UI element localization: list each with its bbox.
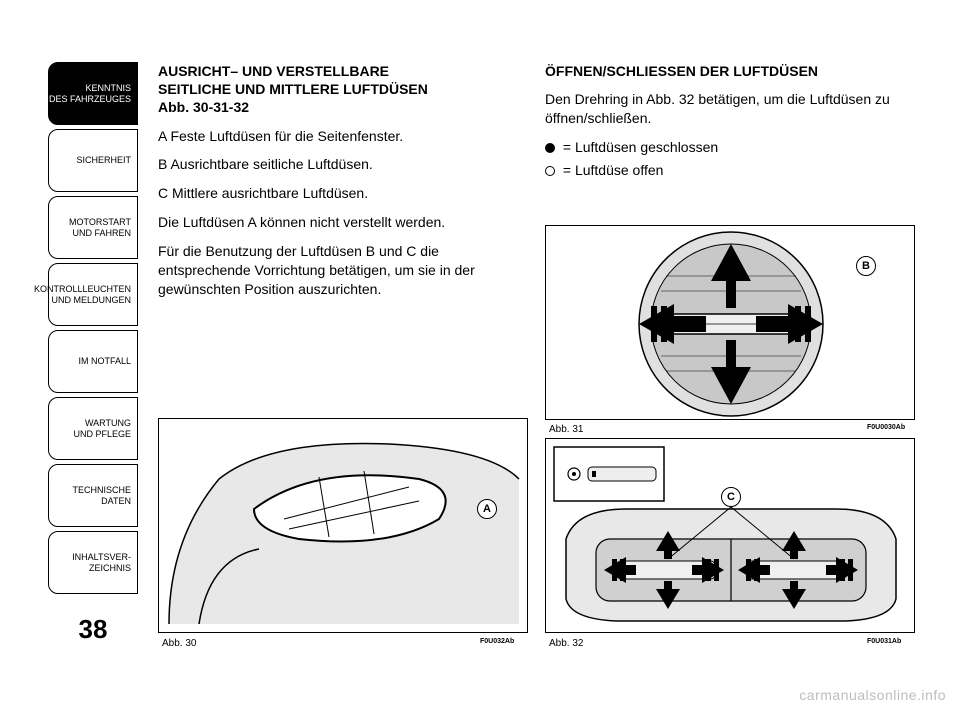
heading-line: Abb. 30-31-32 [158, 99, 249, 115]
tab-motorstart[interactable]: MOTORSTARTUND FAHREN [48, 196, 138, 259]
tab-kontroll[interactable]: KONTROLLLEUCHTENUND MELDUNGEN [48, 263, 138, 326]
figure-31: B [545, 225, 915, 420]
tab-label: IM NOTFALL [78, 356, 131, 366]
para: Die Luftdüsen A können nicht verstellt w… [158, 213, 528, 232]
tab-notfall[interactable]: IM NOTFALL [48, 330, 138, 393]
tab-label: UND FAHREN [69, 228, 131, 238]
para: C Mittlere ausrichtbare Luftdüsen. [158, 184, 528, 203]
open-circle-icon [545, 166, 555, 176]
figure-30-svg [159, 419, 529, 634]
tab-label: UND PFLEGE [73, 429, 131, 439]
tab-label: DES FAHRZEUGES [49, 94, 131, 104]
tab-label: WARTUNG [73, 418, 131, 428]
figure-32-svg [546, 439, 916, 634]
figure-31-caption: Abb. 31 [549, 424, 583, 435]
page-number: 38 [48, 614, 138, 645]
callout-b: B [856, 256, 876, 276]
left-column: AUSRICHT– UND VERSTELLBARE SEITLICHE UND… [158, 62, 528, 309]
para: Den Drehring in Abb. 32 betätigen, um di… [545, 90, 915, 128]
tab-label: MOTORSTART [69, 217, 131, 227]
sidebar: KENNTNISDES FAHRZEUGES SICHERHEIT MOTORS… [48, 62, 138, 598]
tab-label: SICHERHEIT [76, 155, 131, 165]
callout-a: A [477, 499, 497, 519]
figure-30-code: F0U032Ab [480, 638, 514, 645]
tab-label: INHALTSVER- [72, 552, 131, 562]
figure-32: C [545, 438, 915, 633]
para: Für die Benutzung der Luftdüsen B und C … [158, 242, 528, 299]
tab-inhalt[interactable]: INHALTSVER-ZEICHNIS [48, 531, 138, 594]
tab-label: TECHNISCHE [72, 485, 131, 495]
heading-line: AUSRICHT– UND VERSTELLBARE [158, 63, 389, 79]
figure-31-svg [546, 226, 916, 421]
symbol-text: = Luftdüsen geschlossen [559, 139, 718, 155]
figure-32-code: F0U031Ab [867, 638, 901, 645]
tab-label: UND MELDUNGEN [34, 295, 131, 305]
tab-label: DATEN [72, 496, 131, 506]
callout-c: C [721, 487, 741, 507]
heading-right: ÖFFNEN/SCHLIESSEN DER LUFTDÜSEN [545, 62, 915, 80]
page: KENNTNISDES FAHRZEUGES SICHERHEIT MOTORS… [0, 0, 960, 709]
filled-circle-icon [545, 143, 555, 153]
tab-label: KENNTNIS [49, 83, 131, 93]
heading-line: SEITLICHE UND MITTLERE LUFTDÜSEN [158, 81, 428, 97]
right-column: ÖFFNEN/SCHLIESSEN DER LUFTDÜSEN Den Dreh… [545, 62, 915, 184]
tab-label: ZEICHNIS [72, 563, 131, 573]
tab-technische[interactable]: TECHNISCHEDATEN [48, 464, 138, 527]
figure-31-code: F0U0030Ab [867, 424, 905, 431]
symbol-row-closed: = Luftdüsen geschlossen [545, 138, 915, 157]
heading-left: AUSRICHT– UND VERSTELLBARE SEITLICHE UND… [158, 62, 528, 117]
figure-30-caption: Abb. 30 [162, 638, 196, 649]
tab-kenntnis[interactable]: KENNTNISDES FAHRZEUGES [48, 62, 138, 125]
para: A Feste Luftdüsen für die Seitenfenster. [158, 127, 528, 146]
para: B Ausrichtbare seitliche Luftdüsen. [158, 155, 528, 174]
watermark: carmanualsonline.info [799, 687, 946, 703]
symbol-row-open: = Luftdüse offen [545, 161, 915, 180]
symbol-text: = Luftdüse offen [559, 162, 663, 178]
figure-32-caption: Abb. 32 [549, 638, 583, 649]
tab-wartung[interactable]: WARTUNGUND PFLEGE [48, 397, 138, 460]
tab-sicherheit[interactable]: SICHERHEIT [48, 129, 138, 192]
figure-30: A [158, 418, 528, 633]
tab-label: KONTROLLLEUCHTEN [34, 284, 131, 294]
